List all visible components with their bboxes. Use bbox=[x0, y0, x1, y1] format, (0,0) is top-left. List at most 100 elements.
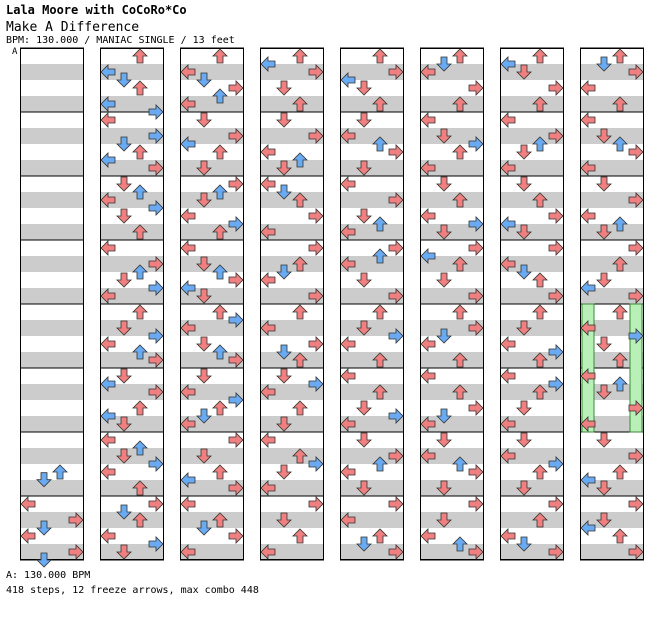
left-arrow-icon bbox=[180, 496, 196, 512]
left-arrow-icon bbox=[100, 528, 116, 544]
up-arrow-icon bbox=[532, 384, 548, 400]
right-arrow-icon bbox=[308, 496, 324, 512]
left-arrow-icon bbox=[420, 112, 436, 128]
down-arrow-icon bbox=[436, 56, 452, 72]
up-arrow-icon bbox=[372, 352, 388, 368]
chart-info: BPM: 130.000 / MANIAC SINGLE / 13 feet bbox=[6, 35, 235, 46]
right-arrow-icon bbox=[628, 192, 644, 208]
bpm-legend: A: 130.000 BPM bbox=[6, 570, 91, 581]
up-arrow-icon bbox=[612, 136, 628, 152]
down-arrow-icon bbox=[196, 288, 212, 304]
down-arrow-icon bbox=[356, 400, 372, 416]
right-arrow-icon bbox=[628, 448, 644, 464]
right-arrow-icon bbox=[468, 464, 484, 480]
left-arrow-icon bbox=[260, 480, 276, 496]
right-arrow-icon bbox=[468, 400, 484, 416]
right-arrow-icon bbox=[548, 240, 564, 256]
left-arrow-icon bbox=[20, 528, 36, 544]
left-arrow-icon bbox=[420, 248, 436, 264]
up-arrow-icon bbox=[132, 264, 148, 280]
up-arrow-icon bbox=[292, 48, 308, 64]
up-arrow-icon bbox=[532, 48, 548, 64]
right-arrow-icon bbox=[388, 544, 404, 560]
down-arrow-icon bbox=[276, 112, 292, 128]
right-arrow-icon bbox=[548, 208, 564, 224]
left-arrow-icon bbox=[580, 472, 596, 488]
up-arrow-icon bbox=[452, 456, 468, 472]
right-arrow-icon bbox=[388, 192, 404, 208]
up-arrow-icon bbox=[212, 264, 228, 280]
up-arrow-icon bbox=[372, 216, 388, 232]
down-arrow-icon bbox=[516, 64, 532, 80]
up-arrow-icon bbox=[132, 48, 148, 64]
down-arrow-icon bbox=[596, 56, 612, 72]
left-arrow-icon bbox=[260, 432, 276, 448]
up-arrow-icon bbox=[372, 456, 388, 472]
up-arrow-icon bbox=[292, 304, 308, 320]
right-arrow-icon bbox=[548, 80, 564, 96]
right-arrow-icon bbox=[308, 64, 324, 80]
down-arrow-icon bbox=[116, 504, 132, 520]
down-arrow-icon bbox=[436, 408, 452, 424]
right-arrow-icon bbox=[228, 312, 244, 328]
up-arrow-icon bbox=[132, 80, 148, 96]
left-arrow-icon bbox=[340, 128, 356, 144]
right-arrow-icon bbox=[548, 544, 564, 560]
down-arrow-icon bbox=[436, 272, 452, 288]
right-arrow-icon bbox=[148, 536, 164, 552]
left-arrow-icon bbox=[340, 72, 356, 88]
right-arrow-icon bbox=[308, 336, 324, 352]
down-arrow-icon bbox=[196, 112, 212, 128]
up-arrow-icon bbox=[612, 96, 628, 112]
down-arrow-icon bbox=[276, 160, 292, 176]
down-arrow-icon bbox=[276, 80, 292, 96]
right-arrow-icon bbox=[228, 216, 244, 232]
right-arrow-icon bbox=[228, 480, 244, 496]
right-arrow-icon bbox=[468, 320, 484, 336]
right-arrow-icon bbox=[68, 512, 84, 528]
up-arrow-icon bbox=[372, 528, 388, 544]
chart-column bbox=[340, 47, 404, 561]
right-arrow-icon bbox=[148, 456, 164, 472]
right-arrow-icon bbox=[228, 352, 244, 368]
song-title: Make A Difference bbox=[6, 20, 140, 35]
up-arrow-icon bbox=[292, 152, 308, 168]
left-arrow-icon bbox=[180, 136, 196, 152]
left-arrow-icon bbox=[420, 528, 436, 544]
left-arrow-icon bbox=[260, 320, 276, 336]
down-arrow-icon bbox=[116, 208, 132, 224]
chart-column bbox=[100, 47, 164, 561]
left-arrow-icon bbox=[580, 280, 596, 296]
up-arrow-icon bbox=[452, 536, 468, 552]
left-arrow-icon bbox=[420, 64, 436, 80]
up-arrow-icon bbox=[612, 352, 628, 368]
up-arrow-icon bbox=[372, 384, 388, 400]
down-arrow-icon bbox=[196, 160, 212, 176]
left-arrow-icon bbox=[180, 416, 196, 432]
up-arrow-icon bbox=[452, 48, 468, 64]
left-arrow-icon bbox=[180, 240, 196, 256]
left-arrow-icon bbox=[340, 176, 356, 192]
up-arrow-icon bbox=[532, 96, 548, 112]
down-arrow-icon bbox=[596, 432, 612, 448]
left-arrow-icon bbox=[580, 416, 596, 432]
right-arrow-icon bbox=[388, 448, 404, 464]
down-arrow-icon bbox=[596, 384, 612, 400]
down-arrow-icon bbox=[516, 176, 532, 192]
up-arrow-icon bbox=[132, 400, 148, 416]
right-arrow-icon bbox=[628, 64, 644, 80]
down-arrow-icon bbox=[436, 176, 452, 192]
right-arrow-icon bbox=[308, 456, 324, 472]
up-arrow-icon bbox=[532, 304, 548, 320]
up-arrow-icon bbox=[532, 272, 548, 288]
left-arrow-icon bbox=[500, 448, 516, 464]
down-arrow-icon bbox=[276, 184, 292, 200]
up-arrow-icon bbox=[452, 352, 468, 368]
right-arrow-icon bbox=[148, 352, 164, 368]
left-arrow-icon bbox=[180, 280, 196, 296]
left-arrow-icon bbox=[500, 56, 516, 72]
left-arrow-icon bbox=[420, 208, 436, 224]
freeze-arrow bbox=[581, 303, 595, 433]
right-arrow-icon bbox=[388, 328, 404, 344]
right-arrow-icon bbox=[548, 496, 564, 512]
